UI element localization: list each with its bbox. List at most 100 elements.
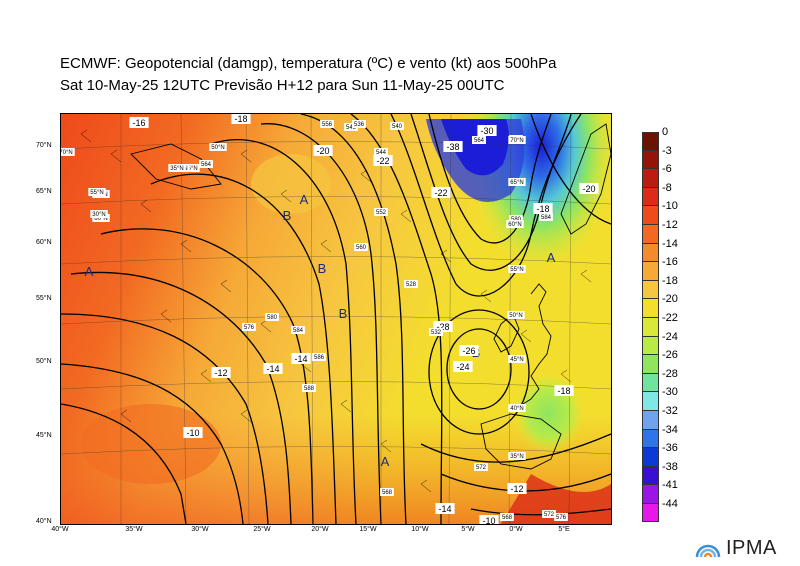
colorbar-label: -38 [662,460,678,473]
grid-label: 70°N [61,150,73,156]
pressure-center-label: A [85,264,94,279]
chart-subtitle: Sat 10-May-25 12UTC Previsão H+12 para S… [60,77,505,94]
longitude-label: 25°W [253,526,271,533]
longitude-label: 30°W [191,526,209,533]
latitude-label: 65°N [36,188,52,195]
colorbar-label: -14 [662,237,678,250]
temperature-contour-label: -12 [510,484,523,494]
geopotential-label: 576 [244,325,255,331]
colorbar-label: -12 [662,219,678,231]
latitude-label: 40°N [36,518,52,525]
latitude-label: 60°N [36,239,52,246]
colorbar-swatch [642,317,659,337]
grid-label: 30°N [92,212,105,218]
colorbar-swatch [642,503,659,523]
colorbar-label: -3 [662,144,672,157]
ipma-logo: IPMA [693,537,777,560]
colorbar-swatch [642,373,659,393]
latitude-label: 55°N [36,295,52,302]
temperature-contour-label: -22 [434,188,447,198]
longitude-label: 10°W [411,526,429,533]
geopotential-label: 548 [346,125,357,131]
grid-label: 50°N [211,145,224,151]
geopotential-label: 556 [322,122,333,128]
pressure-center-label: B [339,306,348,321]
geopotential-label: 572 [476,465,487,471]
grid-label: 50°N [509,313,522,319]
temperature-contour-label: -18 [234,114,247,124]
geopotential-label: 584 [541,215,552,221]
grid-label: 55°N [510,267,523,273]
temperature-contour-label: -10 [482,516,495,524]
temperature-contour-label: -18 [536,204,549,214]
geopotential-label: 552 [376,210,387,216]
colorbar-swatch [642,410,659,430]
colorbar-swatch [642,187,659,207]
colorbar-swatch [642,243,659,263]
geopotential-label: 536 [354,122,365,128]
temperature-contour-label: -12 [214,368,227,378]
pressure-center-label: A [547,250,556,265]
latitude-label: 70°N [36,142,52,149]
chart-title: ECMWF: Geopotencial (damgp), temperatura… [60,55,557,72]
colorbar-swatch [642,280,659,300]
longitude-label: 5°E [558,526,570,533]
geopotential-label: 528 [406,282,417,288]
colorbar-label: -44 [662,498,678,510]
colorbar-swatch [642,429,659,449]
temperature-colorbar [642,132,659,523]
temperature-contour-label: -28 [436,322,449,332]
colorbar-label: -6 [662,163,672,176]
ipma-logo-icon [695,544,721,557]
colorbar-swatch [642,392,659,411]
grid-label: 60°N [508,222,521,228]
geopotential-label: 544 [376,150,387,156]
colorbar-label: -20 [662,293,678,306]
colorbar-label: -24 [662,330,678,343]
geopotential-label: 586 [314,355,325,361]
weather-map: ABABBABA -16-18-20-22-24-14-12-10-26-38-… [60,113,612,525]
colorbar-swatch [642,206,659,225]
longitude-label: 5°W [461,526,475,533]
temperature-contour-label: -24 [456,362,469,372]
longitude-label: 20°W [311,526,329,533]
temperature-contour-label: -18 [557,386,570,396]
colorbar-swatch [642,355,659,374]
temperature-contour-label: -30 [480,126,493,136]
grid-label: 45°N [184,166,197,172]
geopotential-label: 580 [267,315,278,321]
colorbar-swatch [642,169,659,188]
geopotential-label: 564 [474,138,485,144]
temperature-contour-label: -14 [294,354,307,364]
longitude-label: 0°W [509,526,523,533]
colorbar-label: -30 [662,386,678,399]
colorbar-label: -16 [662,256,678,269]
pressure-center-label: A [300,192,309,207]
grid-label: 35°N [510,454,523,460]
grid-label: 35°N [170,166,183,172]
grid-label: 55°N [90,190,103,196]
longitude-label: 40°W [51,526,69,533]
geopotential-label: 564 [201,162,212,168]
grid-label: 65°N [510,180,523,186]
colorbar-label: -8 [662,181,672,194]
temperature-contour-label: -38 [446,142,459,152]
pressure-center-label: B [283,208,292,223]
colorbar-swatch [642,448,659,467]
colorbar-label: -22 [662,312,678,324]
colorbar-swatch [642,466,659,486]
colorbar-label: 0 [662,126,669,138]
geopotential-label: 572 [544,512,555,518]
temperature-contour-label: -20 [582,184,595,194]
grid-label: 70°N [510,138,523,144]
colorbar-swatch [642,224,659,244]
grid-label: 40°N [510,406,523,412]
colorbar-swatch [642,336,659,356]
temperature-contour-label: -16 [132,118,145,128]
temperature-contour-label: -22 [376,156,389,166]
grid-label: 45°N [510,357,523,363]
colorbar-label: -26 [662,349,678,362]
temperature-contour-label: -20 [316,146,329,156]
temperature-contour-label: -14 [438,504,451,514]
temperature-contour-label: -10 [186,428,199,438]
